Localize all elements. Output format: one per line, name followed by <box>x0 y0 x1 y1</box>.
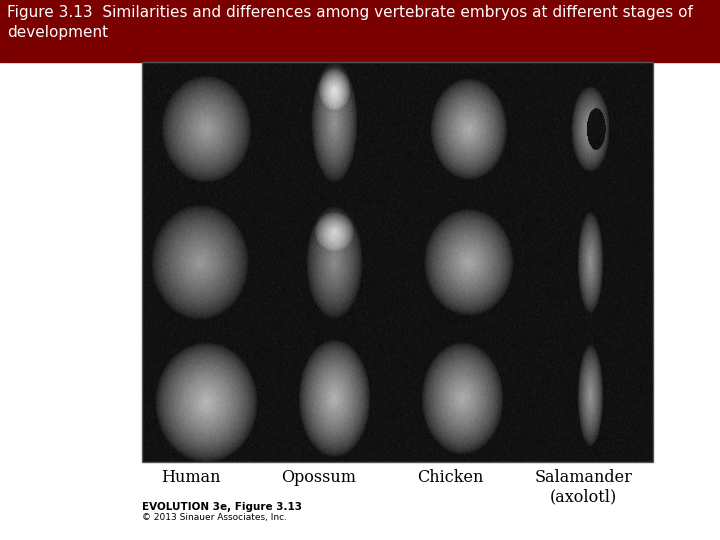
Text: Chicken: Chicken <box>417 469 483 485</box>
Text: © 2013 Sinauer Associates, Inc.: © 2013 Sinauer Associates, Inc. <box>142 513 287 522</box>
Text: Figure 3.13  Similarities and differences among vertebrate embryos at different : Figure 3.13 Similarities and differences… <box>7 5 693 39</box>
Text: EVOLUTION 3e, Figure 3.13: EVOLUTION 3e, Figure 3.13 <box>142 502 302 512</box>
Text: Human: Human <box>161 469 220 485</box>
Text: Salamander
(axolotl): Salamander (axolotl) <box>534 469 632 505</box>
Text: Opossum: Opossum <box>282 469 356 485</box>
Bar <box>0 0 720 62</box>
Bar <box>142 62 653 462</box>
